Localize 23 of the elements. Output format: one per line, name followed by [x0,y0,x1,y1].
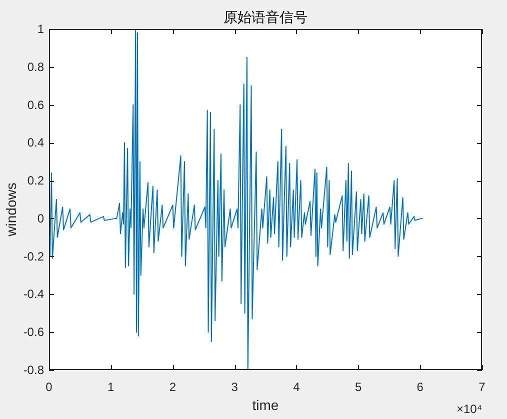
x-tick-label: 6 [416,380,424,394]
y-tick-label: -0.8 [23,363,44,377]
x-tick-label: 3 [231,380,238,394]
x-axis-title: time [252,397,279,413]
x-tick-label: 7 [478,380,486,394]
y-tick-label: -0.4 [23,287,44,302]
chart-title: 原始语音信号 [224,9,308,25]
y-tick-label: 0.4 [27,136,44,150]
text: ×10⁴ [456,402,482,416]
x-tick-label: 2 [169,380,176,394]
y-tick-label: 0.8 [27,60,44,74]
y-tick-label: 0 [37,211,44,226]
y-tick-label: -0.2 [23,249,44,264]
y-tick-label: 0.2 [27,174,44,188]
x-tick-label: 4 [293,380,300,394]
y-axis-title: windows [3,182,19,238]
y-tick-label: 1 [37,22,44,36]
y-tick-label: 0.6 [27,98,44,112]
line-series [49,29,423,370]
x-tick-label: 5 [354,380,362,394]
x-tick-label: 0 [46,380,53,394]
y-tick-label: -0.6 [23,325,44,340]
x-tick-label: 1 [108,380,115,394]
